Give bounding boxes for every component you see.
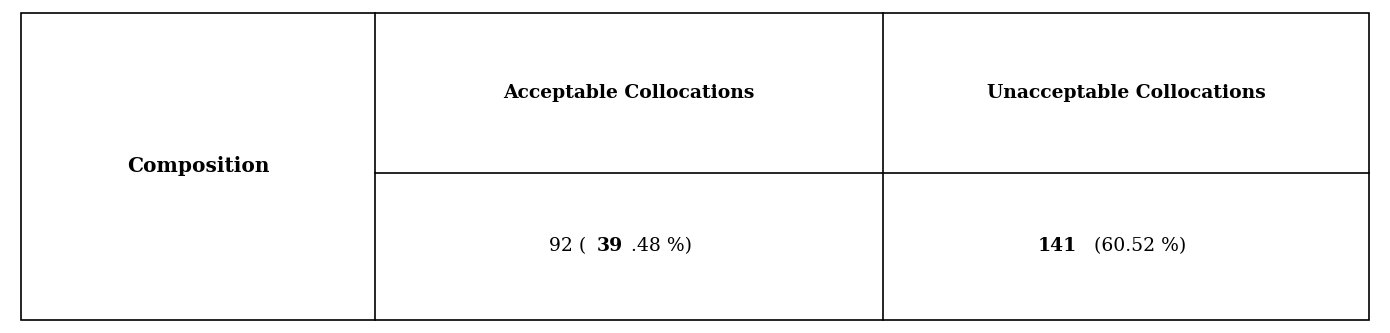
Text: 141: 141	[1037, 237, 1076, 255]
Text: Acceptable Collocations: Acceptable Collocations	[503, 84, 755, 102]
Text: (60.52 %): (60.52 %)	[1088, 237, 1186, 255]
Text: Composition: Composition	[126, 157, 270, 176]
Text: .48 %): .48 %)	[631, 237, 691, 255]
Text: 92 (: 92 (	[549, 237, 587, 255]
Text: 39: 39	[596, 237, 623, 255]
Text: Unacceptable Collocations: Unacceptable Collocations	[987, 84, 1265, 102]
